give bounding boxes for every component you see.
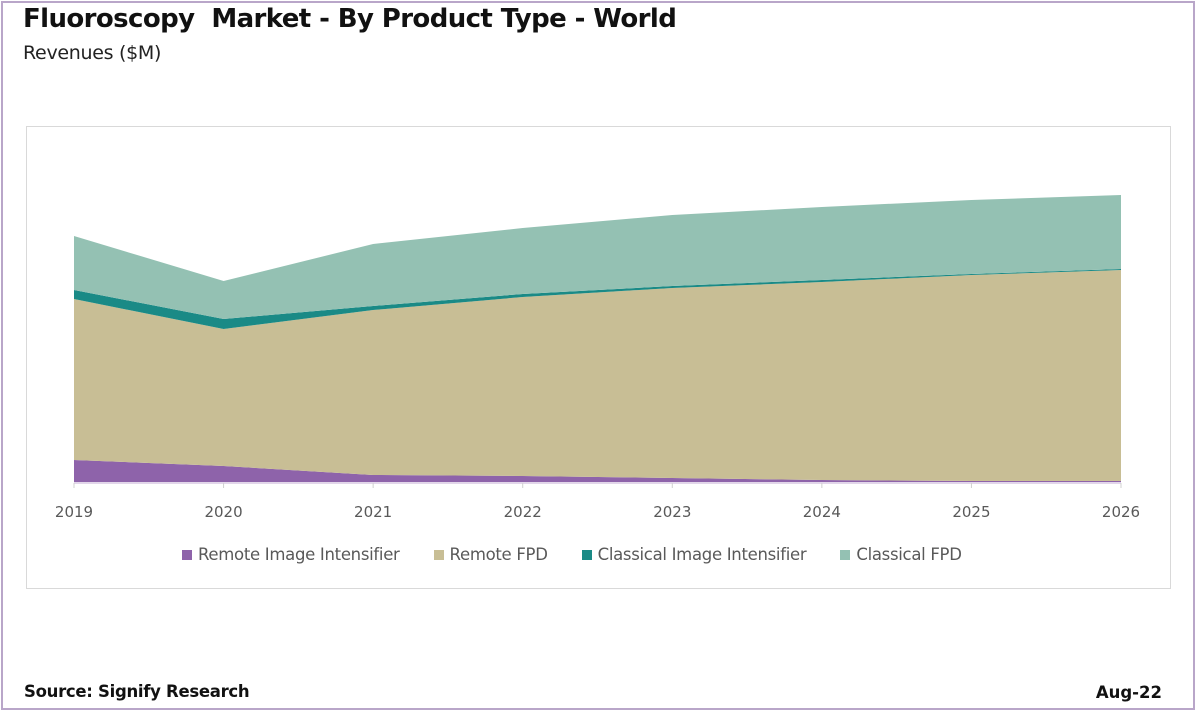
- legend-item-classical-image-intensifier: Classical Image Intensifier: [581, 545, 807, 564]
- area-remote-fpd: [74, 270, 1121, 481]
- area-remote-image-intensifier: [74, 460, 1121, 482]
- x-axis: 2019 2020 2021 2022 2023 2024 2025 2026: [55, 482, 1140, 521]
- legend-swatch: [840, 549, 851, 560]
- x-tick-label: 2026: [1102, 503, 1140, 521]
- x-tick-label: 2023: [653, 503, 691, 521]
- legend-swatch: [433, 549, 444, 560]
- source-note: Source: Signify Research: [24, 682, 250, 701]
- date-note: Aug-22: [1095, 683, 1162, 702]
- chart-subtitle: Revenues ($M): [23, 42, 162, 64]
- legend-label: Classical Image Intensifier: [597, 545, 807, 564]
- x-tick-label: 2022: [504, 503, 542, 521]
- x-tick-label: 2024: [803, 503, 841, 521]
- x-tick-label: 2021: [354, 503, 392, 521]
- legend-label: Remote FPD: [449, 545, 548, 564]
- legend-label: Classical FPD: [856, 545, 962, 564]
- legend-item-remote-image-intensifier: Remote Image Intensifier: [182, 545, 400, 564]
- area-classical-image-intensifier: [74, 269, 1121, 329]
- chart-title: Fluoroscopy Market - By Product Type - W…: [23, 4, 677, 34]
- legend: Remote Image Intensifier Remote FPD Clas…: [182, 545, 962, 564]
- legend-swatch: [581, 549, 592, 560]
- legend-label: Remote Image Intensifier: [198, 545, 400, 564]
- x-tick-label: 2019: [55, 503, 93, 521]
- x-tick-label: 2020: [204, 503, 242, 521]
- area-classical-fpd: [74, 195, 1121, 319]
- legend-item-remote-fpd: Remote FPD: [433, 545, 548, 564]
- legend-item-classical-fpd: Classical FPD: [840, 545, 962, 564]
- area-layers: [74, 195, 1121, 482]
- x-tick-label: 2025: [952, 503, 990, 521]
- legend-swatch: [182, 549, 192, 560]
